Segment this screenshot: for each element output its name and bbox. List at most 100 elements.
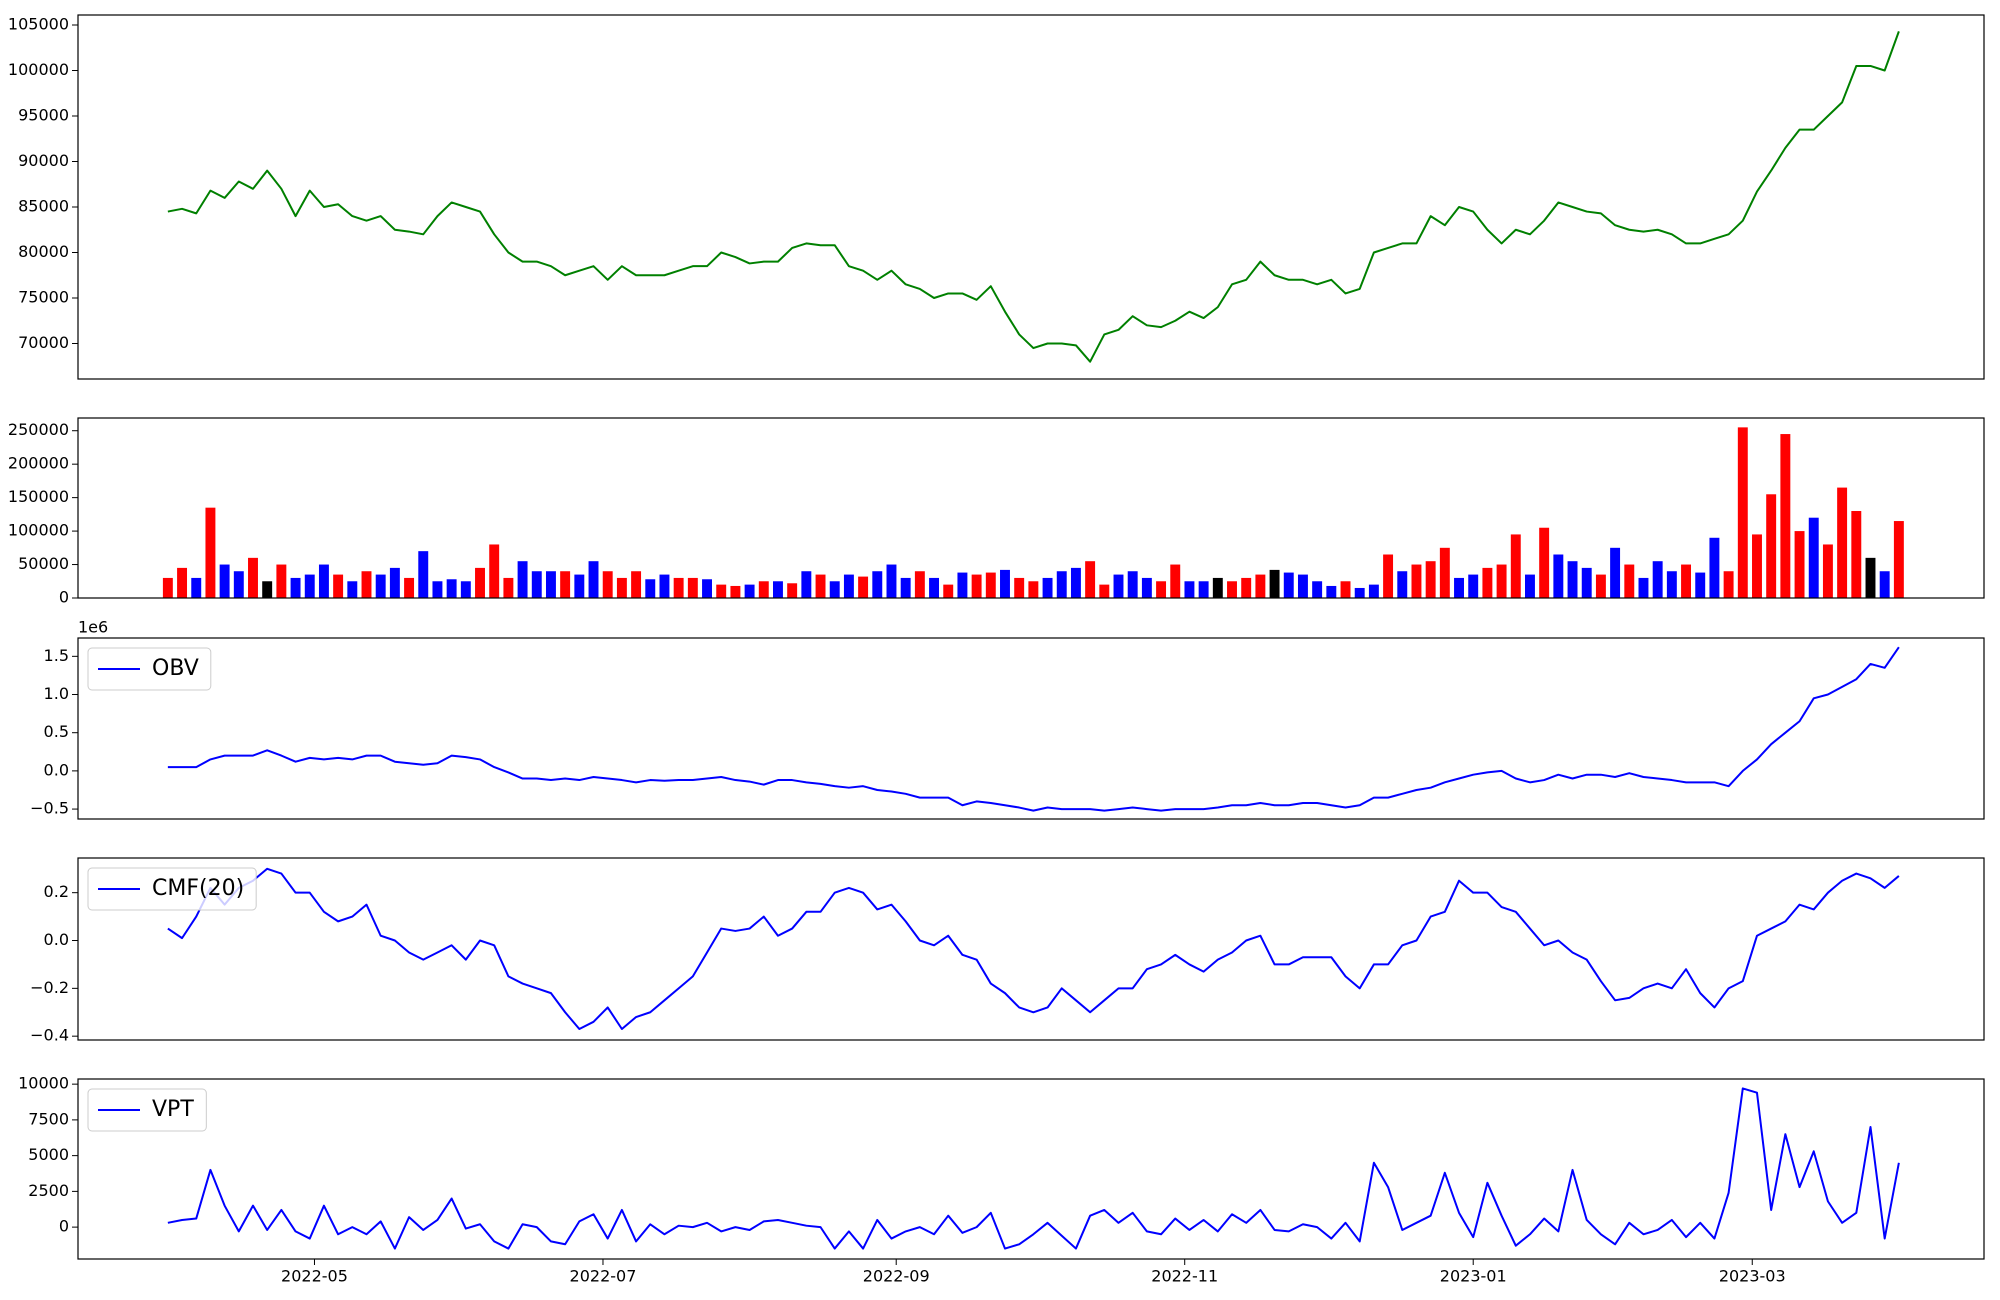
volume-bar	[787, 583, 798, 598]
volume-bar	[1425, 561, 1436, 598]
y-tick-label: 80000	[18, 242, 69, 261]
volume-bar	[1056, 571, 1067, 598]
volume-bar	[460, 581, 471, 598]
series-line	[167, 31, 1900, 363]
volume-bar	[1397, 571, 1408, 598]
volume-bar	[432, 581, 443, 598]
y-tick-label: 250000	[8, 420, 69, 439]
volume-bar	[702, 579, 712, 598]
axes-frame	[77, 14, 1985, 380]
volume-bar	[943, 584, 954, 598]
volume-bar	[318, 564, 329, 598]
y-tick-label: 0.0	[44, 930, 69, 949]
volume-bar	[276, 564, 287, 598]
volume-bar	[333, 574, 344, 598]
y-tick-label: 75000	[18, 288, 69, 307]
volume-bar	[1312, 581, 1323, 598]
volume-bar	[1595, 574, 1606, 598]
volume-bar	[531, 571, 542, 598]
volume-bar	[1283, 572, 1294, 598]
volume-bar	[900, 577, 911, 598]
volume-bar	[233, 571, 244, 598]
y-tick-label: 0.0	[44, 760, 69, 779]
volume-bar	[843, 574, 854, 598]
volume-bar	[1241, 577, 1252, 598]
y-tick-label: 100000	[8, 60, 69, 79]
volume-bar	[1042, 577, 1053, 598]
x-tick-label: 2023-01	[1440, 1267, 1507, 1286]
volume-bar	[177, 567, 188, 598]
volume-bar	[205, 507, 216, 598]
volume-bar	[758, 581, 769, 598]
legend-label: CMF(20)	[152, 876, 244, 901]
volume-bar	[446, 579, 457, 598]
volume-bar	[673, 577, 684, 598]
volume-bar	[858, 576, 869, 598]
volume-bar	[730, 585, 741, 598]
legend-frame	[87, 647, 212, 691]
y-tick-label: 90000	[18, 151, 69, 170]
volume-bar	[1794, 531, 1805, 598]
y-tick-label: 2500	[28, 1181, 69, 1200]
series-line	[167, 646, 1900, 812]
volume-bar	[616, 577, 627, 598]
volume-bar	[1652, 561, 1663, 598]
volume-bar	[1156, 581, 1167, 598]
volume-bar	[304, 574, 315, 598]
volume-bar	[1709, 537, 1720, 598]
volume-bar	[262, 581, 273, 598]
volume-bar	[1297, 574, 1308, 598]
axes-frame	[77, 417, 1985, 599]
y-tick-label: −0.5	[30, 799, 69, 818]
volume-bar	[162, 577, 173, 598]
volume-bar	[1510, 534, 1521, 598]
volume-bar	[375, 574, 386, 598]
volume-bar	[929, 577, 940, 598]
y-tick-label: 10000	[18, 1074, 69, 1093]
volume-bar	[1383, 554, 1394, 598]
volume-bar	[1127, 571, 1138, 598]
y-tick-label: 0	[59, 1217, 69, 1236]
y-tick-label: −0.4	[30, 1026, 69, 1045]
y-tick-label: 5000	[28, 1145, 69, 1164]
volume-bar	[588, 561, 599, 598]
volume-bar	[1539, 527, 1550, 598]
volume-bar	[1014, 577, 1025, 598]
y-tick-label: 50000	[18, 554, 69, 573]
axes-frame	[77, 1078, 1985, 1260]
volume-bar	[1766, 494, 1777, 598]
volume-bar	[1141, 577, 1152, 598]
volume-bar	[914, 571, 925, 598]
volume-bar	[1752, 534, 1762, 598]
volume-bar	[1368, 584, 1379, 598]
series-line	[167, 867, 1900, 1030]
volume-bar	[361, 571, 372, 598]
volume-bar	[389, 567, 400, 598]
volume-bar	[1113, 574, 1124, 598]
volume-bar	[645, 579, 656, 598]
axes-frame	[77, 637, 1985, 820]
y-tick-label: 95000	[18, 106, 69, 125]
volume-bar	[1780, 434, 1791, 598]
volume-bar	[971, 574, 982, 598]
volume-bar	[1681, 564, 1692, 598]
volume-bar	[659, 574, 670, 598]
volume-bar	[985, 572, 996, 598]
legend-frame	[87, 867, 257, 911]
volume-bar	[1624, 564, 1635, 598]
volume-bar	[1723, 571, 1734, 598]
volume-bar	[1524, 574, 1535, 598]
x-tick-label: 2023-03	[1719, 1267, 1786, 1286]
y-tick-label: 85000	[18, 197, 69, 216]
volume-bar	[517, 561, 528, 598]
volume-bar	[1581, 567, 1592, 598]
volume-bar	[574, 574, 585, 598]
volume-bar	[1851, 511, 1862, 598]
y-tick-label: 0.5	[44, 722, 69, 741]
x-tick-label: 2022-07	[570, 1267, 637, 1286]
volume-bar	[773, 581, 783, 598]
volume-bar	[248, 557, 258, 598]
series-line	[167, 1087, 1900, 1250]
volume-bar	[1737, 427, 1748, 598]
